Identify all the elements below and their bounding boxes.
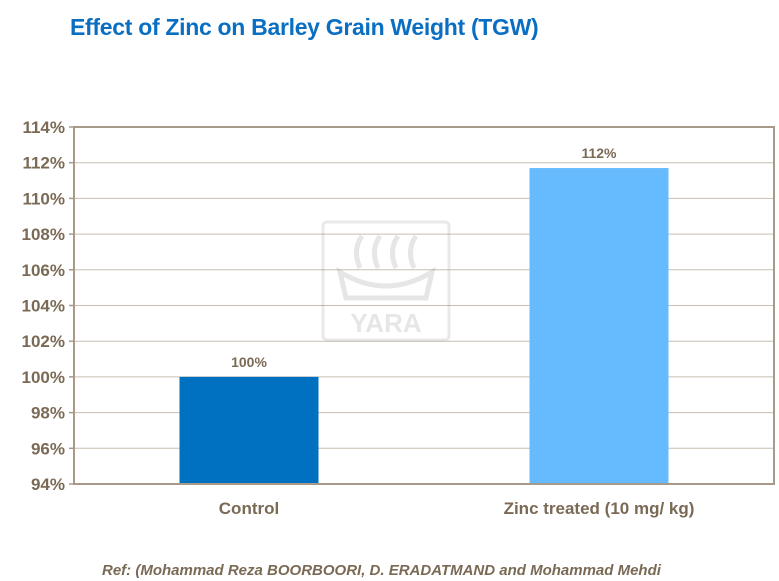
data-label: 112% xyxy=(581,145,617,161)
x-category-label: Zinc treated (10 mg/ kg) xyxy=(504,499,695,518)
y-tick-label: 94% xyxy=(31,475,65,494)
y-tick-label: 100% xyxy=(22,368,65,387)
svg-text:YARA: YARA xyxy=(350,308,422,338)
plot-area-border xyxy=(73,126,775,485)
y-tick-label: 102% xyxy=(22,332,65,351)
y-tick-label: 98% xyxy=(31,404,65,423)
data-label: 100% xyxy=(231,354,267,370)
y-tick-label: 114% xyxy=(22,118,65,137)
x-category-label: Control xyxy=(219,499,279,518)
y-tick-label: 110% xyxy=(22,189,65,208)
reference-text: Ref: (Mohammad Reza BOORBOORI, D. ERADAT… xyxy=(102,562,661,579)
y-tick-label: 112% xyxy=(22,154,65,173)
y-tick-label: 104% xyxy=(22,297,65,316)
y-tick-label: 108% xyxy=(22,225,65,244)
bar-control xyxy=(179,376,319,484)
y-tick-label: 96% xyxy=(31,439,65,458)
yara-logo-watermark: YARA xyxy=(321,220,451,342)
bar-zinc-treated xyxy=(529,168,669,484)
y-tick-label: 106% xyxy=(22,261,65,280)
chart-title: Effect of Zinc on Barley Grain Weight (T… xyxy=(70,14,539,40)
